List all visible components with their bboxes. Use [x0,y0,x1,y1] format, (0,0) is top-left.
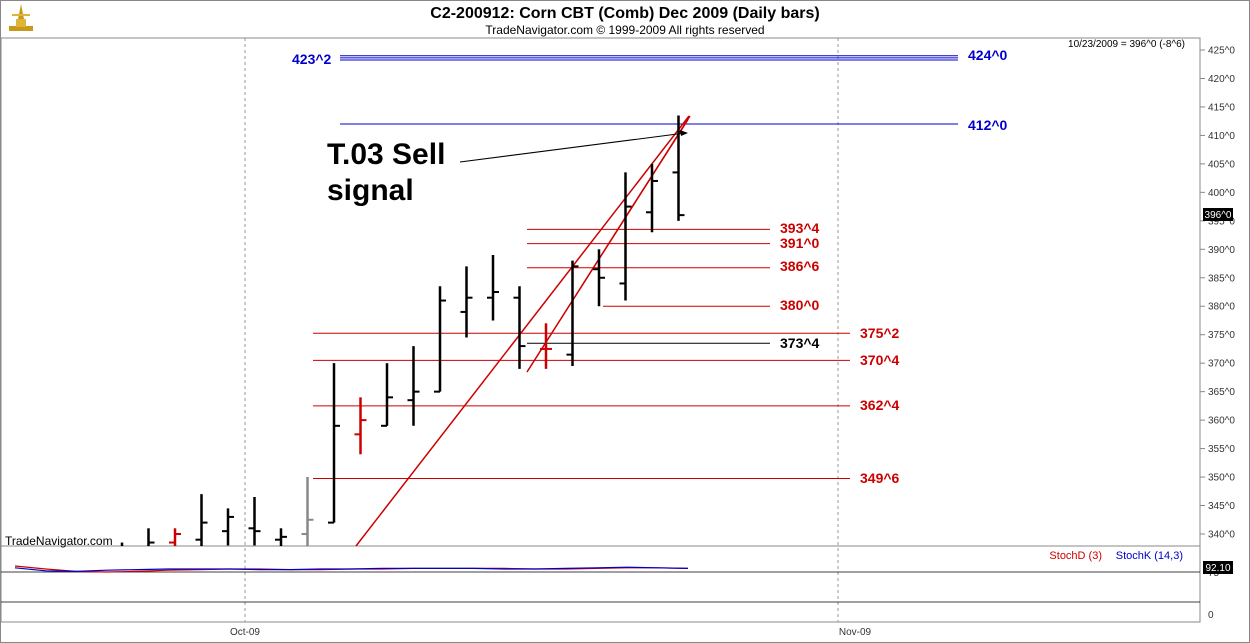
price-axis: 340^0 345^0 350^0 355^0 360^0 365^0 370^0 375^0… [1200,46,1235,541]
oscillator-series [14,565,689,573]
price-tick-label: 425^0 [1208,46,1235,57]
level-label: 349^6 [860,470,900,486]
x-label-oct-09: Oct-09 [230,627,260,638]
price-tick-label: 345^0 [1208,501,1235,512]
osc-tick-label: 0 [1208,610,1214,621]
trend-lines [355,115,691,547]
level-label: 424^0 [968,47,1008,63]
ohlc-bars [120,115,685,546]
level-label: 370^4 [860,352,900,368]
x-label-nov-09: Nov-09 [839,627,872,638]
price-tick-label: 410^0 [1208,131,1235,142]
osc-last-value: 92.10 [1205,563,1230,574]
legend-stochd: StochD (3) [1049,550,1102,562]
price-tick-label: 415^0 [1208,102,1235,113]
chart-subtitle: TradeNavigator.com © 1999-2009 All right… [485,23,764,37]
annotation-arrowhead [680,130,688,136]
watermark: TradeNavigator.com [5,534,113,548]
level-label: 362^4 [860,397,900,413]
price-tick-label: 405^0 [1208,159,1235,170]
trade-navigator-logo-icon [9,4,33,31]
price-tick-label: 355^0 [1208,444,1235,455]
level-label: 380^0 [780,297,820,313]
osc-series-line [14,566,689,573]
trend-line-1 [355,115,690,547]
price-tick-label: 380^0 [1208,302,1235,313]
legend-stochk: StochK (14,3) [1116,550,1183,562]
price-tick-label: 420^0 [1208,74,1235,85]
price-tick-label: 365^0 [1208,387,1235,398]
price-tick-label: 350^0 [1208,473,1235,484]
quote-readout: 10/23/2009 = 396^0 (-8^6) [1068,39,1185,50]
trend-line-3 [526,119,689,373]
level-label: 393^4 [780,220,820,236]
price-tick-label: 360^0 [1208,416,1235,427]
level-label: 386^6 [780,258,820,274]
level-label: 373^4 [780,335,820,351]
price-tick-label: 395^0 [1208,216,1235,227]
price-tick-label: 340^0 [1208,530,1235,541]
price-tick-label: 385^0 [1208,273,1235,284]
price-tick-label: 400^0 [1208,188,1235,199]
osc-last-value-box [1203,561,1233,574]
price-tick-label: 390^0 [1208,245,1235,256]
level-label: 375^2 [860,325,900,341]
level-label: 391^0 [780,235,820,251]
price-tick-label: 375^0 [1208,330,1235,341]
annotation-line-2: signal [327,174,414,207]
last-price-tag: 396^0 [1205,210,1232,221]
last-price-tag-box [1203,208,1233,221]
level-left-label: 423^2 [292,51,332,67]
annotation-line-1: T.03 Sell [327,138,445,171]
chart-title: C2-200912: Corn CBT (Comb) Dec 2009 (Dai… [430,5,819,22]
price-tick-label: 370^0 [1208,359,1235,370]
level-label: 412^0 [968,117,1008,133]
annotation-pointer [459,132,686,163]
